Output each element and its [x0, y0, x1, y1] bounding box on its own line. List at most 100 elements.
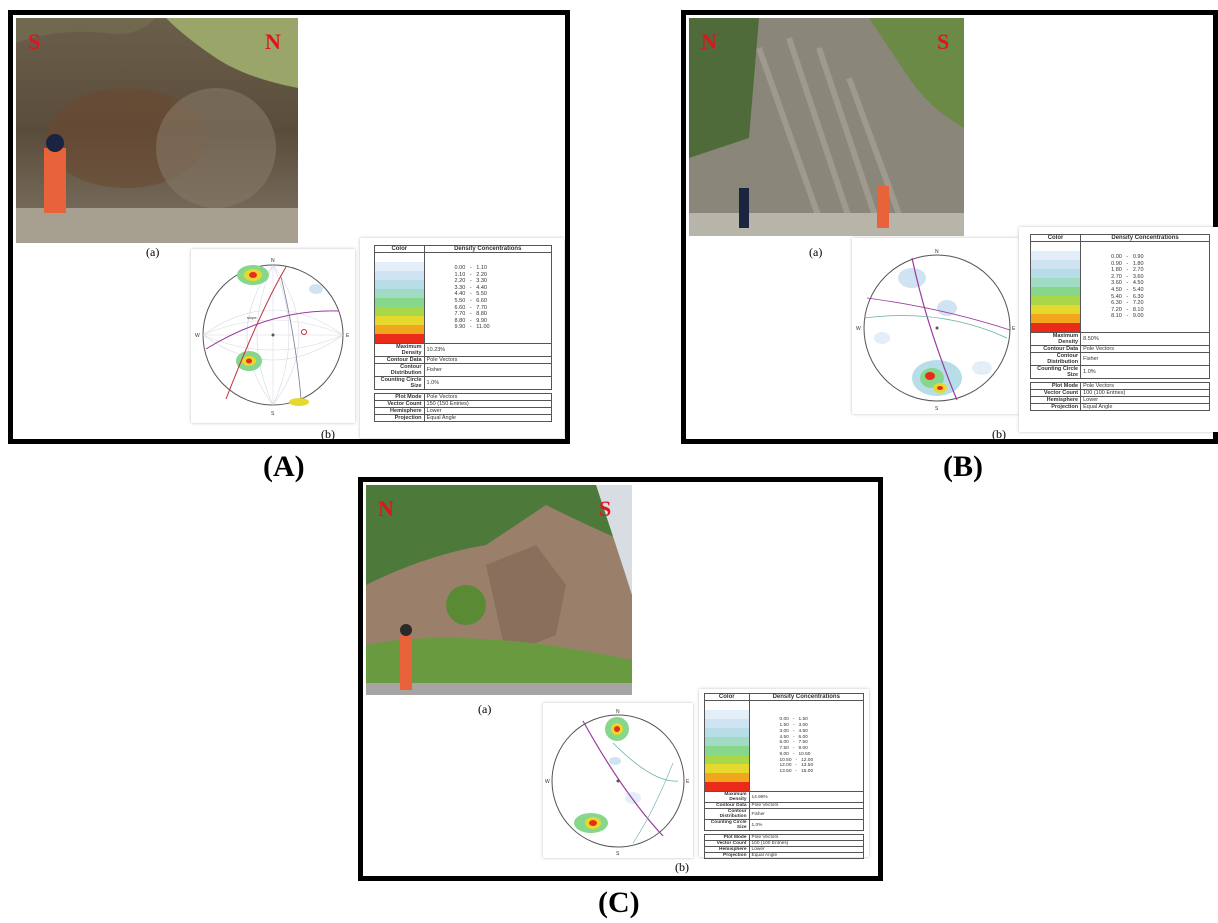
- caption-c: (C): [598, 886, 640, 919]
- hemisphere-value: Lower: [1080, 396, 1210, 404]
- counting-circle-size-label: Counting Circle Size: [704, 819, 750, 831]
- vector-count-label: Vector Count: [374, 400, 425, 408]
- counting-circle-size-value: 1.0%: [423, 376, 553, 390]
- color-swatch: [375, 271, 424, 280]
- hemisphere-value: Lower: [423, 407, 553, 415]
- color-swatch: [1031, 242, 1081, 251]
- color-swatch: [705, 737, 749, 746]
- color-ramp: [704, 700, 750, 792]
- density-range: 10.50 - 12.00: [779, 757, 814, 763]
- projection-label: Projection: [704, 852, 750, 859]
- direction-label-right: S: [937, 29, 950, 54]
- maximum-density-label: Maximum Density: [704, 791, 750, 803]
- color-swatch: [375, 253, 424, 262]
- color-header: Color: [704, 693, 750, 701]
- density-range: 5.40 - 6.30: [1111, 293, 1144, 300]
- color-swatch: [1031, 296, 1081, 305]
- vector-count-value: 100 (100 Entries): [1080, 389, 1210, 397]
- stereonet-a: N S W E slope: [191, 249, 355, 423]
- color-swatch: [1031, 260, 1081, 269]
- density-range: 2.70 - 3.60: [1111, 273, 1144, 280]
- density-range: 1.10 - 2.20: [454, 271, 487, 278]
- color-swatch: [705, 746, 749, 755]
- density-range: 1.80 - 2.70: [1111, 267, 1144, 274]
- color-swatch: [705, 710, 749, 719]
- density-range: 6.00 - 7.50: [779, 740, 808, 746]
- color-swatch: [375, 325, 424, 334]
- maximum-density-label: Maximum Density: [1029, 332, 1082, 346]
- east-label: E: [686, 779, 690, 785]
- caption-a: (A): [263, 450, 305, 483]
- density-range: 6.30 - 7.20: [1111, 300, 1144, 307]
- contour-distribution-label: Contour Distribution: [374, 363, 425, 377]
- density-range: 3.30 - 4.40: [454, 284, 487, 291]
- color-swatch: [375, 316, 424, 325]
- color-swatch: [1031, 278, 1081, 287]
- hemisphere-label: Hemisphere: [374, 407, 425, 415]
- north-label: N: [616, 709, 620, 715]
- direction-label-right: N: [265, 29, 281, 54]
- panel-c: N S (a) N S W E (b) Color Density Concent…: [358, 477, 883, 881]
- south-label: S: [271, 411, 275, 417]
- west-label: W: [856, 326, 861, 332]
- counting-circle-size-value: 1.0%: [748, 819, 865, 831]
- color-swatch: [1031, 314, 1081, 323]
- density-range: 2.20 - 3.30: [454, 278, 487, 285]
- density-range: 7.70 - 8.80: [454, 311, 487, 318]
- color-ramp: [1029, 241, 1082, 333]
- density-legend-c: Color Density Concentrations 0.00 - 1.50 1.…: [699, 689, 869, 859]
- density-range: 0.00 - 1.50: [779, 717, 808, 723]
- contour-data-label: Contour Data: [1029, 345, 1082, 353]
- counting-circle-size-value: 1.0%: [1080, 365, 1210, 379]
- density-range: 12.00 - 13.50: [779, 763, 814, 769]
- color-swatch: [375, 307, 424, 316]
- outcrop-photo-a: [16, 18, 298, 243]
- color-swatch: [1031, 269, 1081, 278]
- color-swatch: [1031, 305, 1081, 314]
- sublabel-a: (a): [146, 245, 160, 259]
- projection-value: Equal Angle: [748, 852, 865, 859]
- density-header: Density Concentrations: [748, 693, 865, 701]
- contour-data-label: Contour Data: [374, 356, 425, 364]
- caption-b: (B): [943, 450, 983, 483]
- panel-a: S N (a) N S: [8, 10, 570, 444]
- plot-mode-value: Pole Vectors: [1080, 382, 1210, 390]
- vector-count-label: Vector Count: [1029, 389, 1082, 397]
- west-label: W: [545, 779, 550, 785]
- density-range: 8.10 - 9.00: [1111, 313, 1144, 320]
- density-range: 6.60 - 7.70: [454, 304, 487, 311]
- contour-distribution-label: Contour Distribution: [1029, 352, 1082, 366]
- north-label: N: [271, 258, 275, 264]
- density-range: 3.60 - 4.50: [1111, 280, 1144, 287]
- color-swatch: [1031, 323, 1081, 332]
- contour-distribution-value: Fisher: [423, 363, 553, 377]
- sublabel-a: (a): [809, 245, 823, 259]
- contour-data-value: Pole Vectors: [1080, 345, 1210, 353]
- outcrop-photo-b: [689, 18, 964, 236]
- plot-mode-label: Plot Mode: [1029, 382, 1082, 390]
- direction-label-right: S: [599, 496, 612, 521]
- color-ramp: [374, 252, 425, 344]
- sublabel-b: (b): [675, 860, 689, 874]
- density-legend-a: Color Density Concentrations 0.00 - 1.10 1.…: [360, 238, 564, 438]
- sublabel-b: (b): [321, 427, 335, 441]
- density-range: 1.50 - 3.00: [779, 723, 808, 728]
- color-swatch: [705, 764, 749, 773]
- stereonet-c: N S W E: [543, 703, 693, 858]
- density-range: 9.90 - 11.00: [454, 324, 490, 331]
- density-range: 0.90 - 1.80: [1111, 260, 1144, 267]
- density-range: 3.00 - 4.50: [779, 728, 808, 734]
- south-label: S: [616, 851, 620, 857]
- color-swatch: [705, 782, 749, 791]
- direction-label-left: N: [701, 29, 717, 54]
- density-range: 0.00 - 1.10: [454, 265, 487, 272]
- direction-label-left: N: [378, 496, 394, 521]
- color-header: Color: [374, 245, 425, 253]
- east-label: E: [346, 333, 350, 339]
- color-swatch: [375, 262, 424, 271]
- color-swatch: [1031, 251, 1081, 260]
- color-swatch: [375, 289, 424, 298]
- color-swatch: [705, 701, 749, 710]
- panel-b: N S (a) N S W E (b) Color Density Concent…: [681, 10, 1218, 444]
- contour-distribution-value: Fisher: [1080, 352, 1210, 366]
